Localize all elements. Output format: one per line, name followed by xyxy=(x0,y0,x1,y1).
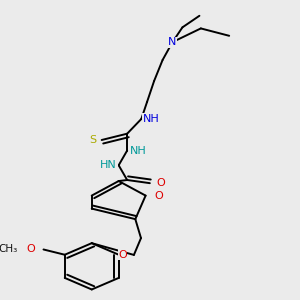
Text: N: N xyxy=(168,37,177,47)
Text: NH: NH xyxy=(143,114,160,124)
Text: O: O xyxy=(157,178,166,188)
Text: O: O xyxy=(26,244,35,254)
Text: HN: HN xyxy=(100,160,117,170)
Text: S: S xyxy=(90,135,97,145)
Text: NH: NH xyxy=(130,146,147,155)
Text: O: O xyxy=(154,190,163,201)
Text: O: O xyxy=(118,250,127,260)
Text: CH₃: CH₃ xyxy=(0,244,18,254)
